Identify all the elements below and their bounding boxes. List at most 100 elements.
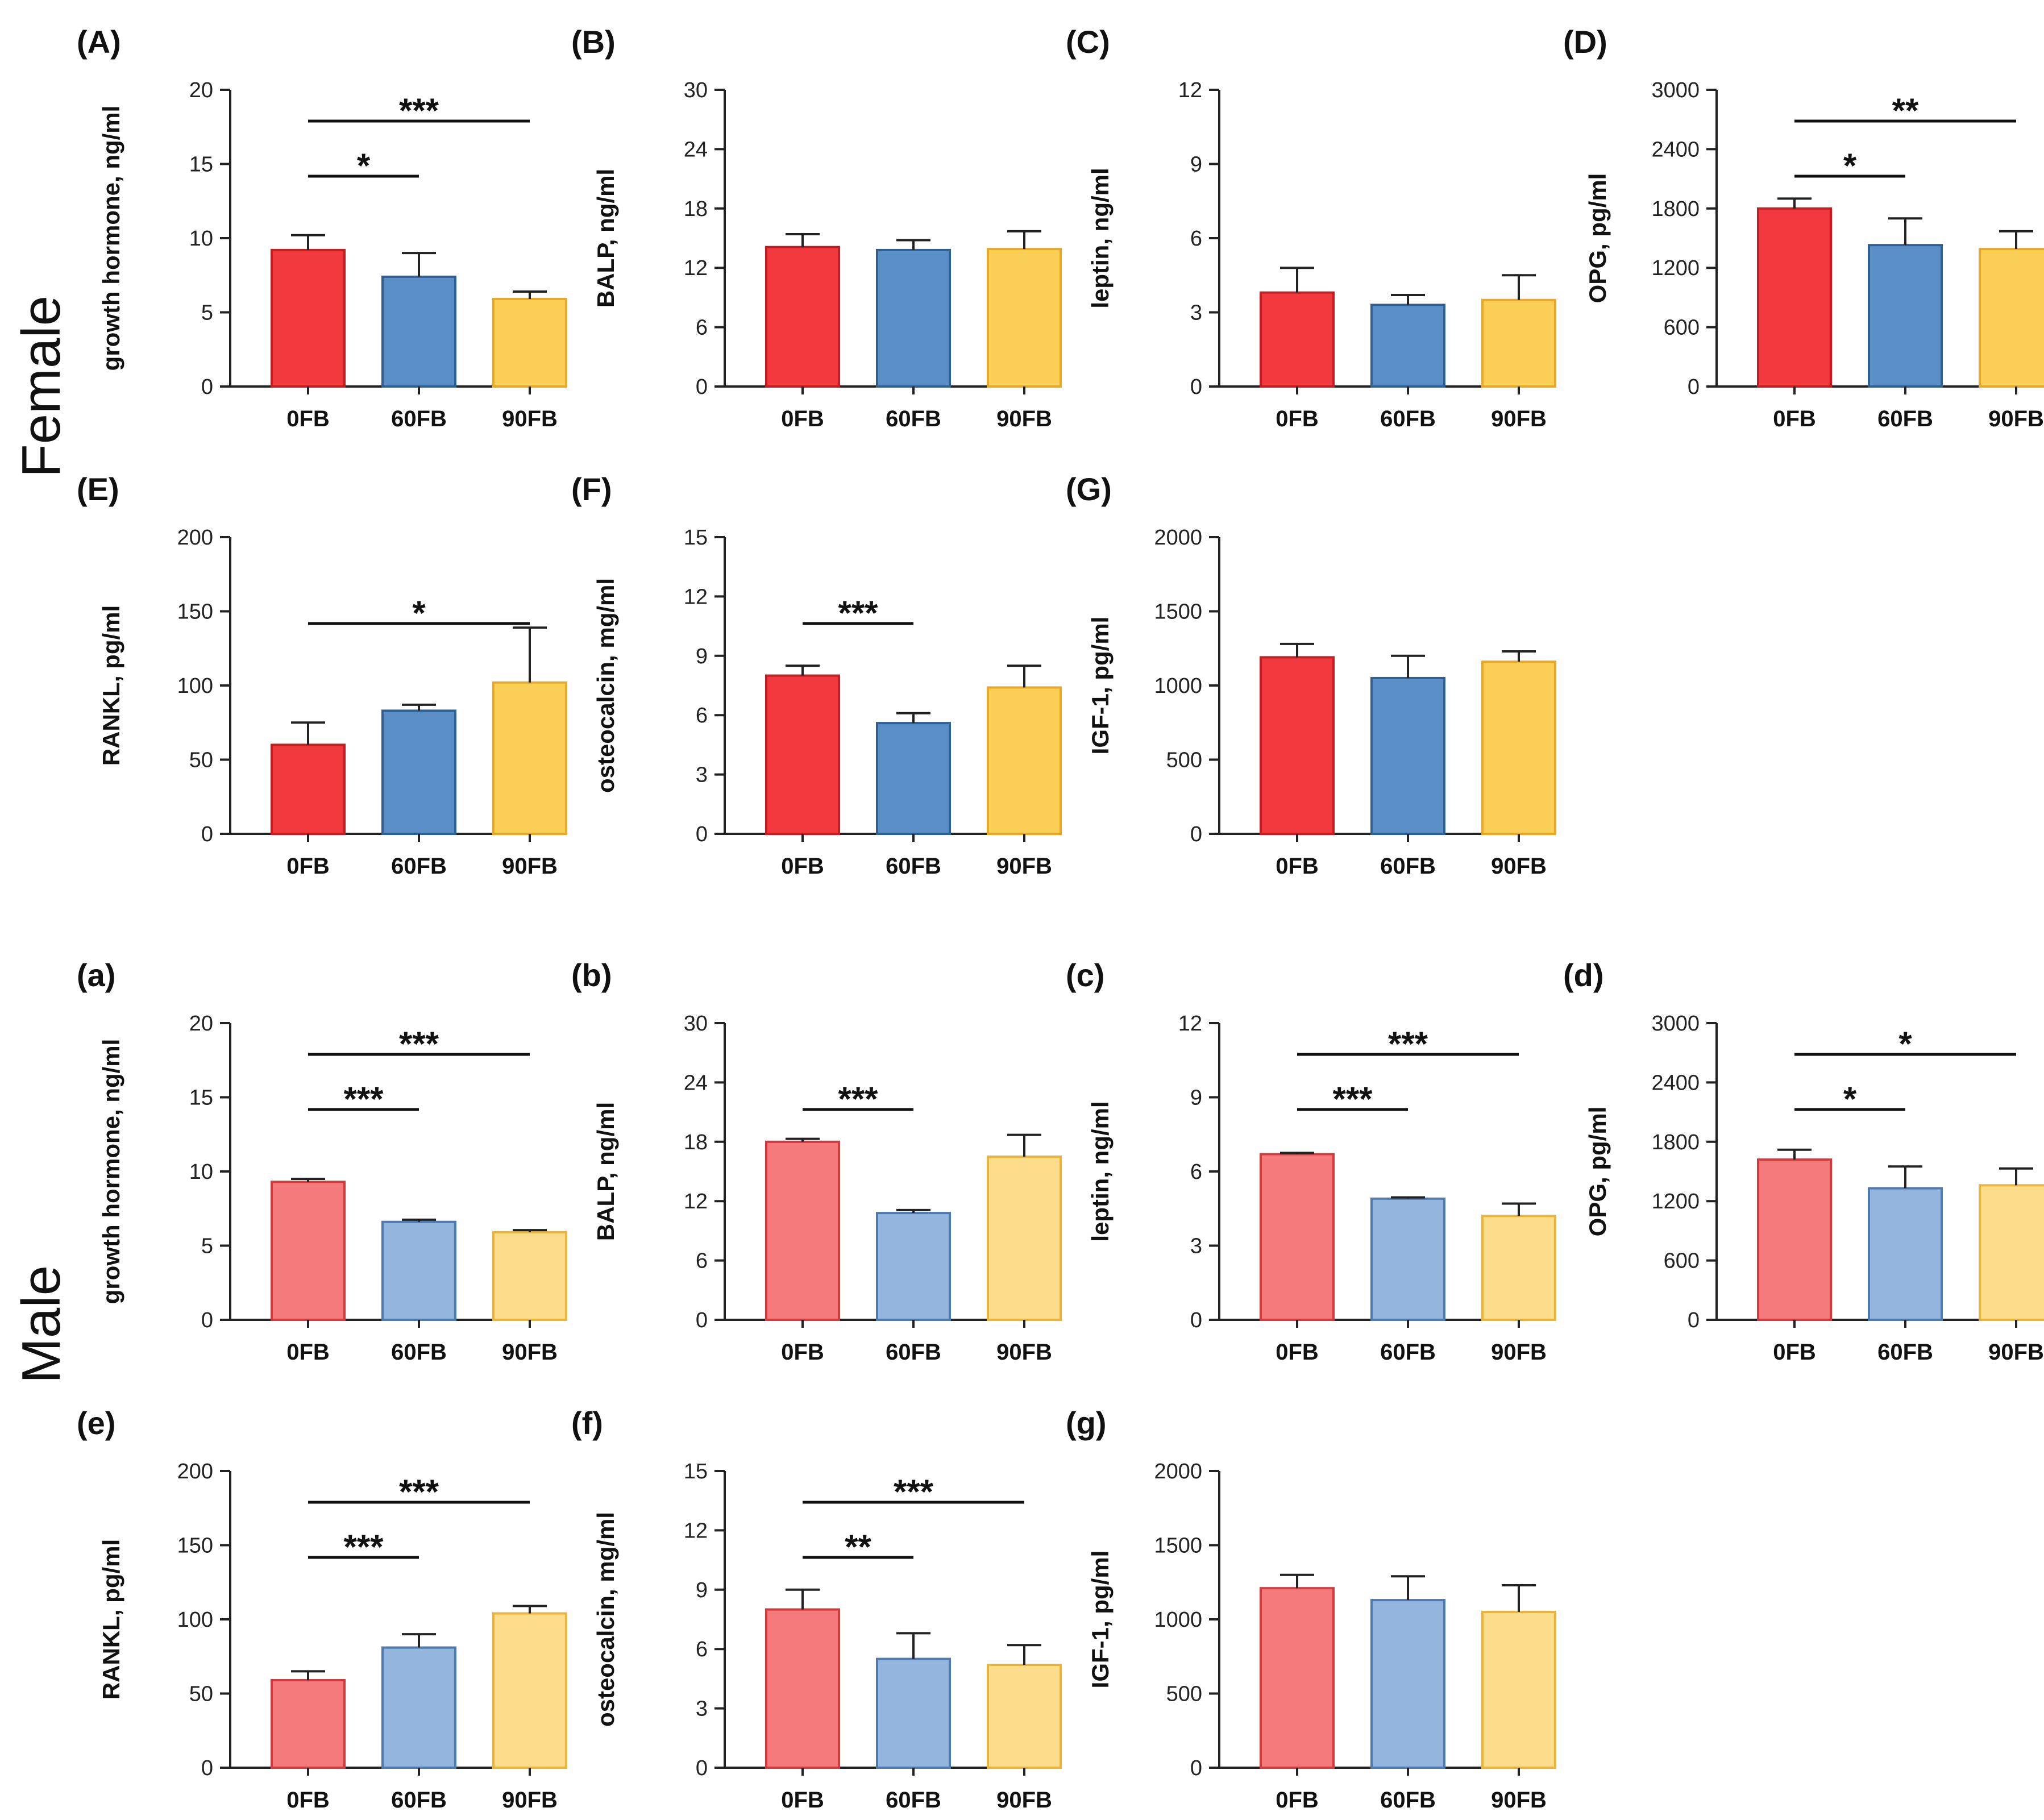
bar — [876, 248, 951, 388]
significance-label: *** — [343, 1528, 384, 1566]
bar — [1260, 656, 1335, 836]
x-tick-label: 90FB — [996, 406, 1052, 431]
bar — [1481, 1610, 1556, 1769]
bar — [1370, 1599, 1445, 1769]
panel-b: (b) BALP, ng/ml 0 6 12 18 24 30 0FB 60FB 90FB *** — [571, 957, 1062, 1365]
bar — [1868, 1187, 1943, 1322]
y-tick-label: 1200 — [1651, 256, 1700, 280]
bar — [381, 1220, 456, 1321]
y-tick-label: 12 — [684, 256, 708, 280]
x-tick-label: 60FB — [1877, 406, 1933, 431]
x-tick-label: 0FB — [286, 1340, 330, 1365]
panel-B: (B) BALP, ng/ml 0 6 12 18 24 30 0FB 60FB 90FB — [571, 24, 1062, 431]
y-tick-label: 24 — [684, 1071, 708, 1095]
row-label-female: Female — [11, 296, 72, 477]
y-tick-label: 12 — [684, 585, 708, 609]
y-tick-label: 50 — [189, 749, 213, 772]
significance-label: ** — [845, 1528, 871, 1566]
y-tick-label: 15 — [684, 526, 708, 550]
significance-label: *** — [1388, 1025, 1428, 1063]
bar — [1370, 304, 1445, 388]
y-tick-label: 150 — [177, 600, 213, 624]
y-tick-label: 3 — [696, 1697, 708, 1721]
x-tick-label: 60FB — [1380, 406, 1436, 431]
x-tick-label: 60FB — [886, 854, 941, 879]
bar — [987, 686, 1062, 835]
y-tick-label: 3 — [1190, 1235, 1202, 1258]
x-tick-label: 60FB — [1380, 1788, 1436, 1813]
x-tick-label: 60FB — [1380, 854, 1436, 879]
y-tick-label: 15 — [189, 153, 213, 177]
y-tick-label: 150 — [177, 1534, 213, 1558]
x-tick-label: 60FB — [886, 406, 941, 431]
y-tick-label: 1200 — [1651, 1190, 1700, 1214]
panel-letter: (B) — [571, 24, 616, 60]
y-axis-label: IGF-1, pg/ml — [1087, 1551, 1114, 1689]
x-tick-label: 0FB — [781, 406, 824, 431]
y-axis-label: leptin, ng/ml — [1087, 1101, 1114, 1241]
x-tick-label: 90FB — [1491, 1340, 1547, 1365]
y-tick-label: 0 — [201, 1308, 213, 1332]
y-tick-label: 1000 — [1154, 674, 1202, 698]
panel-F: (F) osteocalcin, mg/ml 0 3 6 9 12 15 0FB 60FB 90FB… — [571, 471, 1062, 879]
y-tick-label: 0 — [201, 375, 213, 399]
y-tick-label: 2400 — [1651, 138, 1700, 161]
significance-label: *** — [1332, 1080, 1373, 1118]
y-tick-label: 6 — [1190, 227, 1202, 251]
y-tick-label: 2400 — [1651, 1071, 1700, 1095]
panel-letter: (G) — [1066, 471, 1112, 507]
panel-e: (e) RANKL, pg/ml 0 50 100 150 200 0FB 60FB 90FB **… — [77, 1405, 567, 1813]
y-tick-label: 6 — [1190, 1160, 1202, 1184]
panel-letter: (e) — [77, 1405, 115, 1441]
x-tick-label: 90FB — [1988, 1340, 2044, 1365]
x-tick-label: 60FB — [391, 854, 447, 879]
y-tick-label: 6 — [696, 704, 708, 728]
y-tick-label: 15 — [684, 1460, 708, 1484]
x-tick-label: 60FB — [886, 1340, 941, 1365]
bar — [876, 1212, 951, 1322]
bar — [1260, 291, 1335, 388]
x-tick-label: 90FB — [1491, 854, 1547, 879]
y-axis-label: osteocalcin, mg/ml — [592, 1512, 619, 1727]
y-tick-label: 2000 — [1154, 1460, 1202, 1484]
y-tick-label: 6 — [696, 316, 708, 340]
y-tick-label: 0 — [1190, 375, 1202, 399]
y-axis-label: osteocalcin, mg/ml — [592, 578, 619, 793]
x-tick-label: 0FB — [1276, 1788, 1319, 1813]
panel-letter: (F) — [571, 471, 612, 507]
x-tick-label: 90FB — [502, 406, 558, 431]
bar — [1481, 1215, 1556, 1322]
x-tick-label: 90FB — [1491, 406, 1547, 431]
y-tick-label: 1500 — [1154, 1534, 1202, 1558]
bar — [381, 275, 456, 388]
y-tick-label: 200 — [177, 526, 213, 550]
y-tick-label: 10 — [189, 227, 213, 251]
x-tick-label: 90FB — [1491, 1788, 1547, 1813]
x-tick-label: 0FB — [1773, 1340, 1816, 1365]
bar — [987, 248, 1062, 388]
panel-a: (a) growth hormone, ng/ml 0 5 10 15 20 0FB 60FB 9… — [77, 957, 567, 1365]
y-tick-label: 6 — [696, 1638, 708, 1661]
y-tick-label: 2000 — [1154, 526, 1202, 550]
x-tick-label: 0FB — [286, 854, 330, 879]
row-label-male: Male — [11, 1265, 72, 1383]
bar — [1260, 1153, 1335, 1322]
bar — [1370, 676, 1445, 835]
significance-label: * — [412, 594, 426, 632]
x-tick-label: 0FB — [1276, 854, 1319, 879]
significance-label: *** — [399, 92, 439, 130]
panel-g: (g) IGF-1, pg/ml 0 500 1000 1500 2000 0FB 60FB 90… — [1066, 1405, 1556, 1813]
y-tick-label: 0 — [696, 1756, 708, 1780]
y-tick-label: 15 — [189, 1086, 213, 1110]
y-axis-label: RANKL, pg/ml — [98, 1539, 124, 1700]
x-tick-label: 60FB — [391, 406, 447, 431]
y-tick-label: 9 — [696, 1578, 708, 1602]
x-tick-label: 0FB — [286, 1788, 330, 1813]
bar — [987, 1155, 1062, 1322]
y-tick-label: 500 — [1166, 1682, 1202, 1706]
y-tick-label: 20 — [189, 1012, 213, 1036]
x-tick-label: 60FB — [391, 1788, 447, 1813]
panel-D: (D) OPG, pg/ml 0 600 1200 1800 2400 3000 0FB 60FB… — [1563, 24, 2044, 431]
y-tick-label: 12 — [684, 1519, 708, 1543]
bar — [381, 1646, 456, 1769]
